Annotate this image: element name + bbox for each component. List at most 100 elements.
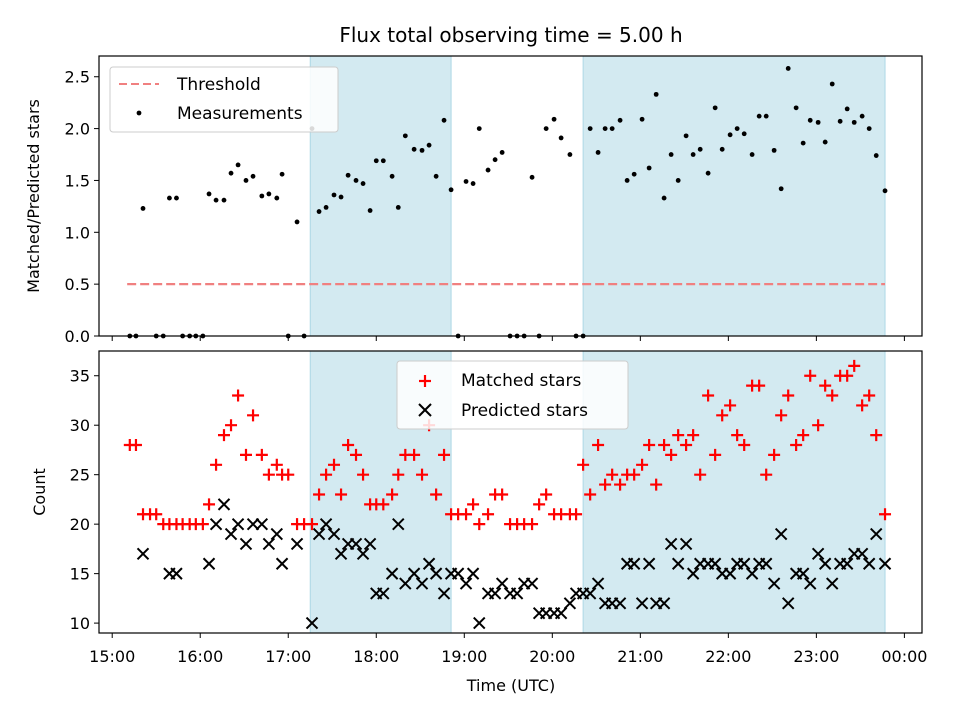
matched-point [716, 409, 729, 422]
y-tick-label: 0.5 [65, 275, 90, 294]
matched-point [335, 488, 348, 501]
measurement-point [851, 119, 857, 125]
matched-point [643, 439, 656, 451]
measurement-point [470, 181, 476, 186]
matched-point [416, 468, 429, 481]
measurement-point [353, 178, 359, 183]
predicted-point [422, 557, 436, 570]
matched-point [392, 468, 405, 481]
predicted-point [826, 577, 839, 590]
y-tick-label: 0.0 [65, 327, 90, 346]
y-tick-label: 1.5 [65, 171, 90, 190]
measurement-point [727, 132, 733, 138]
matched-point [848, 359, 861, 372]
matched-point [790, 439, 803, 451]
measurement-point [228, 170, 234, 176]
matched-point [694, 468, 707, 481]
measurement-point [734, 126, 740, 131]
predicted-point [664, 537, 678, 551]
measurement-point [485, 167, 491, 173]
matched-point [599, 478, 612, 491]
predicted-point [818, 557, 832, 570]
matched-point [797, 429, 810, 442]
measurement-point [206, 191, 212, 197]
predicted-point [635, 597, 649, 610]
measurement-point [624, 178, 630, 183]
predicted-point [473, 616, 486, 630]
y-tick-label: 30 [70, 416, 90, 435]
predicted-point [767, 577, 781, 590]
ratio-panel-ylabel: Matched/Predicted stars [24, 99, 43, 293]
matched-point [665, 448, 678, 461]
predicted-point [679, 537, 693, 551]
measurement-point [697, 146, 703, 152]
matched-point [342, 439, 355, 451]
predicted-point [583, 587, 597, 600]
predicted-point [407, 567, 421, 580]
predicted-point [510, 587, 524, 600]
predicted-point [796, 567, 810, 580]
matched-point [232, 389, 245, 402]
matched-point [217, 429, 230, 442]
ratio-legend-box [109, 66, 339, 133]
predicted-point [327, 527, 341, 541]
matched-point [592, 439, 605, 451]
legend-threshold-label: Threshold [176, 75, 261, 95]
predicted-point [686, 567, 700, 580]
measurement-point [653, 91, 659, 97]
matched-point [614, 478, 627, 491]
matched-point [863, 389, 876, 402]
predicted-point [745, 567, 759, 580]
ratio-legend: Threshold Measurements [109, 66, 339, 133]
matched-point [870, 429, 883, 442]
matched-point [408, 448, 421, 461]
count-panel-ylabel: Count [30, 468, 49, 516]
measurement-point [675, 178, 681, 183]
predicted-point [399, 577, 412, 590]
measurement-point [213, 197, 219, 203]
measurement-point [345, 172, 351, 178]
predicted-point [759, 557, 773, 570]
predicted-point [255, 517, 269, 531]
measurement-point [785, 66, 791, 71]
legend-matched-label: Matched stars [461, 371, 581, 391]
measurement-point [279, 171, 285, 177]
matched-point [482, 508, 495, 521]
predicted-point [451, 567, 465, 580]
matched-point [496, 488, 509, 501]
y-tick-label: 35 [70, 367, 90, 386]
predicted-point [262, 537, 276, 551]
predicted-point [415, 577, 429, 590]
predicted-point [737, 557, 751, 570]
predicted-point [319, 517, 333, 531]
x-tick-label: 20:00 [529, 647, 575, 666]
predicted-point [627, 557, 641, 570]
predicted-point [239, 537, 253, 551]
measurement-point [395, 205, 401, 210]
predicted-point [312, 527, 326, 541]
measurement-point [266, 191, 272, 197]
count-panel: 10 15 20 25 30 35 Count Matched stars Predict… [30, 350, 923, 638]
measurement-point [587, 126, 593, 131]
matched-point [225, 419, 238, 432]
matched-point [775, 409, 788, 422]
measurement-point [567, 152, 573, 157]
measurement-point [690, 152, 696, 157]
measurement-point [448, 187, 454, 193]
measurement-point [778, 186, 784, 192]
predicted-point [870, 527, 883, 541]
measurement-point [529, 174, 535, 180]
measurement-point [595, 150, 601, 155]
predicted-point [723, 567, 737, 580]
predicted-point [554, 607, 568, 620]
ratio-panel-frame [98, 55, 923, 337]
predicted-point [466, 567, 480, 580]
measurement-point [712, 105, 718, 111]
predicted-point [708, 557, 722, 570]
chart-title: Flux total observing time = 5.00 h [339, 23, 682, 47]
measurement-point [793, 105, 799, 111]
matched-point [804, 369, 817, 382]
count-panel-frame [98, 350, 923, 634]
matched-point [841, 369, 854, 382]
